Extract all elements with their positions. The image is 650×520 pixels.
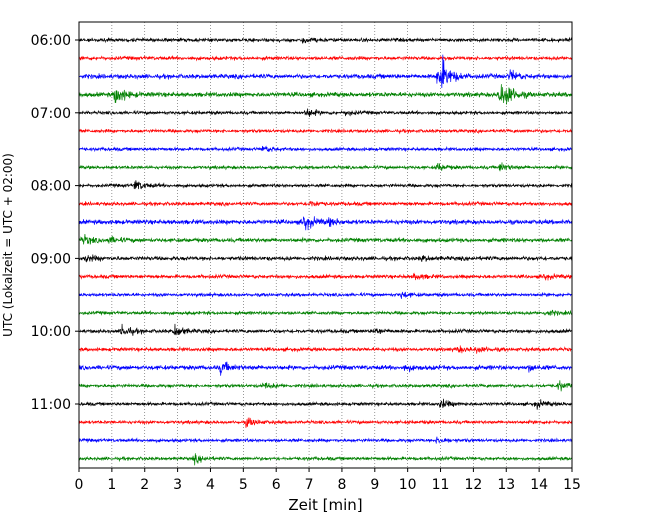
x-tick-label: 3: [173, 477, 182, 493]
trace-0915: [79, 272, 572, 281]
y-tick-label: 07:00: [31, 106, 71, 122]
x-tick-label: 0: [75, 477, 84, 493]
x-tick-label: 4: [206, 477, 215, 493]
trace-0830: [79, 216, 572, 231]
plot-frame: [78, 21, 573, 469]
x-tick-label: 12: [464, 477, 482, 493]
y-axis: 06:00 07:00 08:00 09:00 10:00 11:00: [31, 33, 79, 413]
trace-1100: [79, 398, 572, 410]
y-axis-label: UTC (Lokalzeit = UTC + 02:00): [1, 153, 15, 337]
y-tick-label: 09:00: [31, 251, 71, 267]
x-tick-label: 2: [140, 477, 149, 493]
trace-1045: [79, 380, 572, 392]
trace-0930: [79, 291, 572, 299]
trace-0630: [79, 54, 572, 89]
trace-0845: [79, 234, 572, 245]
trace-0615: [79, 55, 572, 62]
trace-0900: [79, 254, 572, 263]
x-tick-label: 5: [239, 477, 248, 493]
x-axis-label: Zeit [min]: [288, 496, 362, 514]
trace-group: [79, 36, 572, 466]
trace-1145: [79, 453, 572, 466]
x-tick-label: 13: [497, 477, 515, 493]
y-tick-label: 10:00: [31, 324, 71, 340]
x-tick-label: 7: [305, 477, 314, 493]
x-tick-label: 6: [272, 477, 281, 493]
trace-0800: [79, 180, 572, 190]
x-tick-label: 15: [563, 477, 581, 493]
trace-1030: [79, 361, 572, 376]
x-tick-label: 1: [107, 477, 116, 493]
x-tick-label: 8: [337, 477, 346, 493]
trace-0715: [79, 127, 572, 135]
y-tick-label: 06:00: [31, 33, 71, 49]
y-tick-label: 11:00: [31, 397, 71, 413]
x-axis: 0 1 2 3 4 5 6 7 8 9 10 11 12 13 14 15: [75, 468, 581, 493]
trace-0730: [79, 145, 572, 153]
x-tick-label: 14: [530, 477, 548, 493]
trace-1000: [79, 323, 572, 336]
x-tick-label: 11: [432, 477, 450, 493]
trace-0600: [79, 36, 572, 44]
x-tick-label: 9: [370, 477, 379, 493]
trace-1115: [79, 417, 572, 428]
trace-0945: [79, 309, 572, 317]
trace-1130: [79, 436, 572, 444]
trace-1015: [79, 345, 572, 354]
grid-lines: [111, 22, 540, 468]
x-tick-label: 10: [399, 477, 417, 493]
trace-0815: [79, 200, 572, 208]
trace-0700: [79, 108, 572, 118]
y-tick-label: 08:00: [31, 179, 71, 195]
trace-0645: [79, 84, 572, 105]
trace-0745: [79, 162, 572, 172]
